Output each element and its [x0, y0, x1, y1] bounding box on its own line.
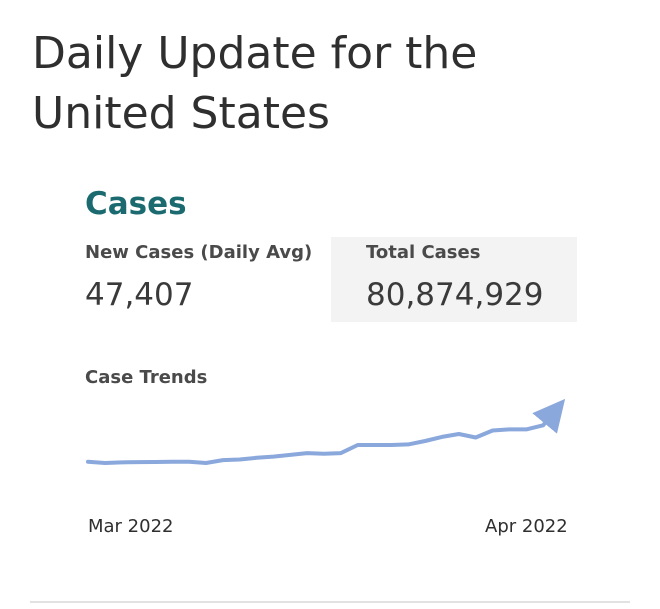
total-cases-label: Total Cases — [366, 242, 481, 263]
new-cases-value: 47,407 — [85, 277, 194, 313]
x-axis-start-label: Mar 2022 — [88, 516, 174, 537]
case-trend-line — [86, 398, 566, 465]
cases-section-title: Cases — [85, 186, 187, 222]
new-cases-label: New Cases (Daily Avg) — [85, 242, 313, 263]
total-cases-metric: Total Cases 80,874,929 — [331, 237, 577, 322]
case-trends-title: Case Trends — [85, 367, 208, 388]
page-title: Daily Update for the United States — [32, 28, 478, 139]
new-cases-metric: New Cases (Daily Avg) 47,407 — [85, 237, 325, 322]
bottom-divider — [30, 601, 630, 603]
x-axis-end-label: Apr 2022 — [485, 516, 568, 537]
total-cases-value: 80,874,929 — [366, 277, 544, 313]
